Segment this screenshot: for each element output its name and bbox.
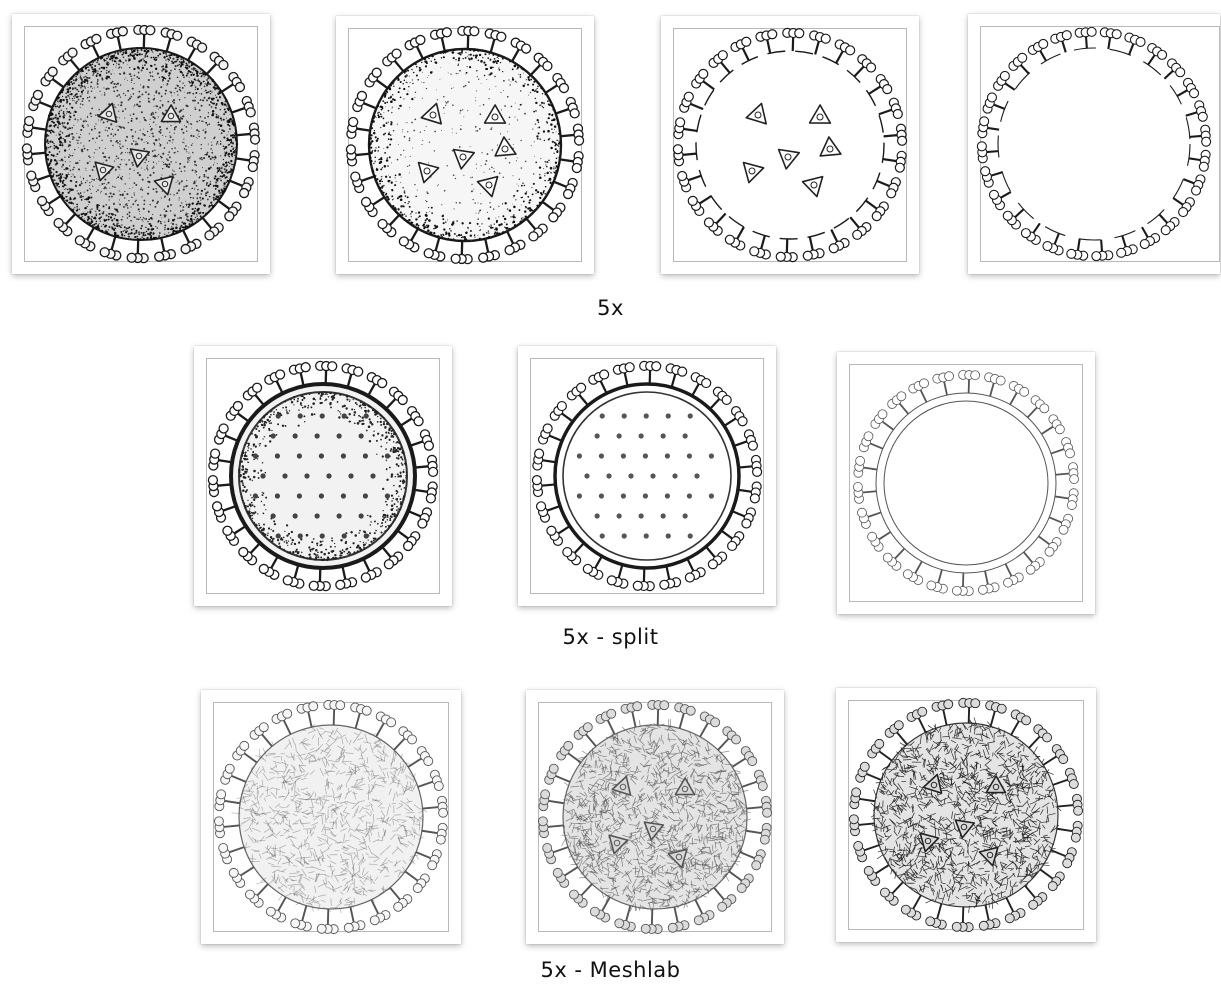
virus-image [853,369,1079,597]
virus-image [345,25,585,265]
virus-render-mesh-light [201,690,461,944]
virus-render-dense [12,14,270,274]
caption-5x-split: 5x - split [562,625,659,649]
virus-render-split-outline [837,352,1095,614]
virus-render-mesh-dark [836,688,1096,942]
virus-render-split-light [518,346,776,606]
virus-render-medium [336,16,594,274]
virus-render-outline [661,16,919,274]
virus-image [976,26,1212,262]
virus-image [21,24,261,264]
virus-render-ring [968,14,1220,274]
virus-image [207,360,439,592]
virus-image [848,697,1084,933]
virus-render-split-dark [194,346,452,606]
caption-5x-meshlab: 5x - Meshlab [540,958,681,982]
virus-image [213,699,449,935]
virus-image [537,699,773,935]
virus-image [531,360,763,592]
virus-image [672,27,908,263]
virus-render-mesh-medium [526,690,784,944]
caption-5x: 5x [597,296,624,320]
